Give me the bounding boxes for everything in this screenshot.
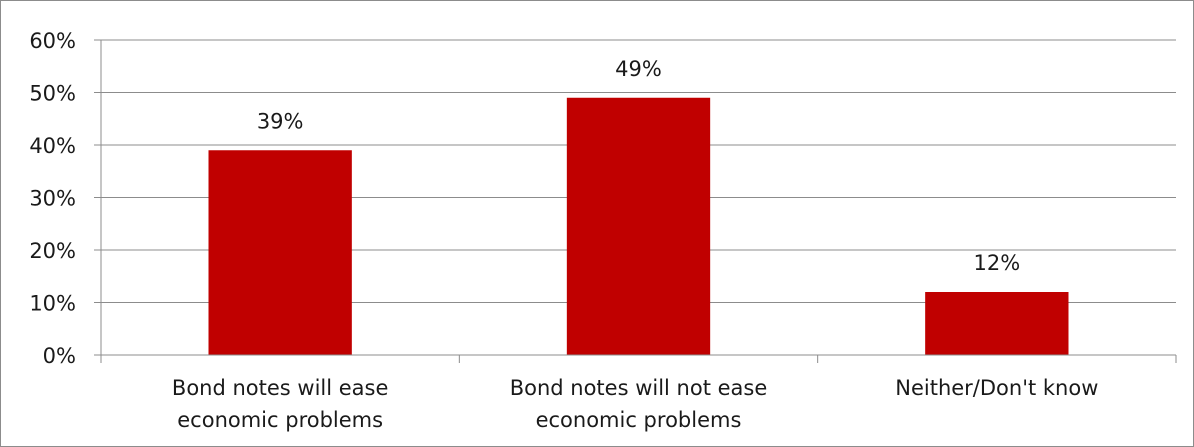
labels: 0% 10% 20% 30% 40% 50% 60% 39% Bond notes will e… [29,29,1098,432]
y-tick-label: 50% [29,82,76,106]
category-label-0-line-1: economic problems [177,408,383,432]
bar-2 [925,292,1069,355]
data-label-1: 49% [615,57,662,81]
category-label-1-line-0: Bond notes will not ease [510,376,768,400]
y-tick-label: 20% [29,239,76,263]
axes [94,39,1177,363]
data-label-0: 39% [257,109,304,133]
category-label-0-line-0: Bond notes will ease [172,376,389,400]
y-tick-label: 40% [29,134,76,158]
data-label-2: 12% [973,251,1020,275]
y-tick-label: 60% [29,29,76,53]
bar-1 [566,97,711,355]
bar-0 [208,150,352,355]
y-tick-label: 30% [29,187,76,211]
category-label-2-line-0: Neither/Don't know [895,376,1098,400]
category-label-1-line-1: economic problems [536,408,742,432]
y-tick-label: 0% [43,344,76,368]
bars [208,97,1069,355]
y-tick-label: 10% [29,292,76,316]
